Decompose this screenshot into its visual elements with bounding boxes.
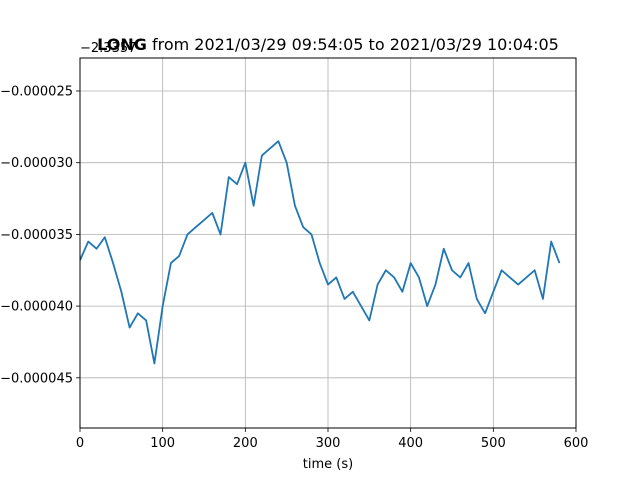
x-axis-label: time (s) xyxy=(303,457,353,472)
y-axis: −0.000025 −0.000030 −0.000035 −0.000040 −0.0… xyxy=(0,84,80,386)
chart-title-rest: from 2021/03/29 09:54:05 to 2021/03/29 1… xyxy=(147,35,559,54)
y-offset-label: −2.3357 xyxy=(80,41,136,56)
x-tick-label: 400 xyxy=(398,436,423,451)
x-tick-label: 300 xyxy=(316,436,341,451)
x-axis: 0 100 200 300 400 500 600 xyxy=(76,428,589,451)
y-tick-label: −0.000025 xyxy=(0,84,73,99)
y-tick-label: −0.000045 xyxy=(0,371,73,386)
x-tick-label: 500 xyxy=(481,436,506,451)
series-group xyxy=(80,140,561,365)
series-line-1 xyxy=(80,140,561,365)
x-tick-label: 200 xyxy=(233,436,258,451)
x-tick-label: 0 xyxy=(76,436,84,451)
y-tick-label: −0.000040 xyxy=(0,300,73,315)
y-tick-label: −0.000030 xyxy=(0,156,73,171)
chart-title: LONG from 2021/03/29 09:54:05 to 2021/03… xyxy=(97,35,559,54)
x-tick-label: 600 xyxy=(564,436,589,451)
chart-title-bold: LONG xyxy=(97,35,147,54)
y-tick-label: −0.000035 xyxy=(0,228,73,243)
x-tick-label: 100 xyxy=(150,436,175,451)
